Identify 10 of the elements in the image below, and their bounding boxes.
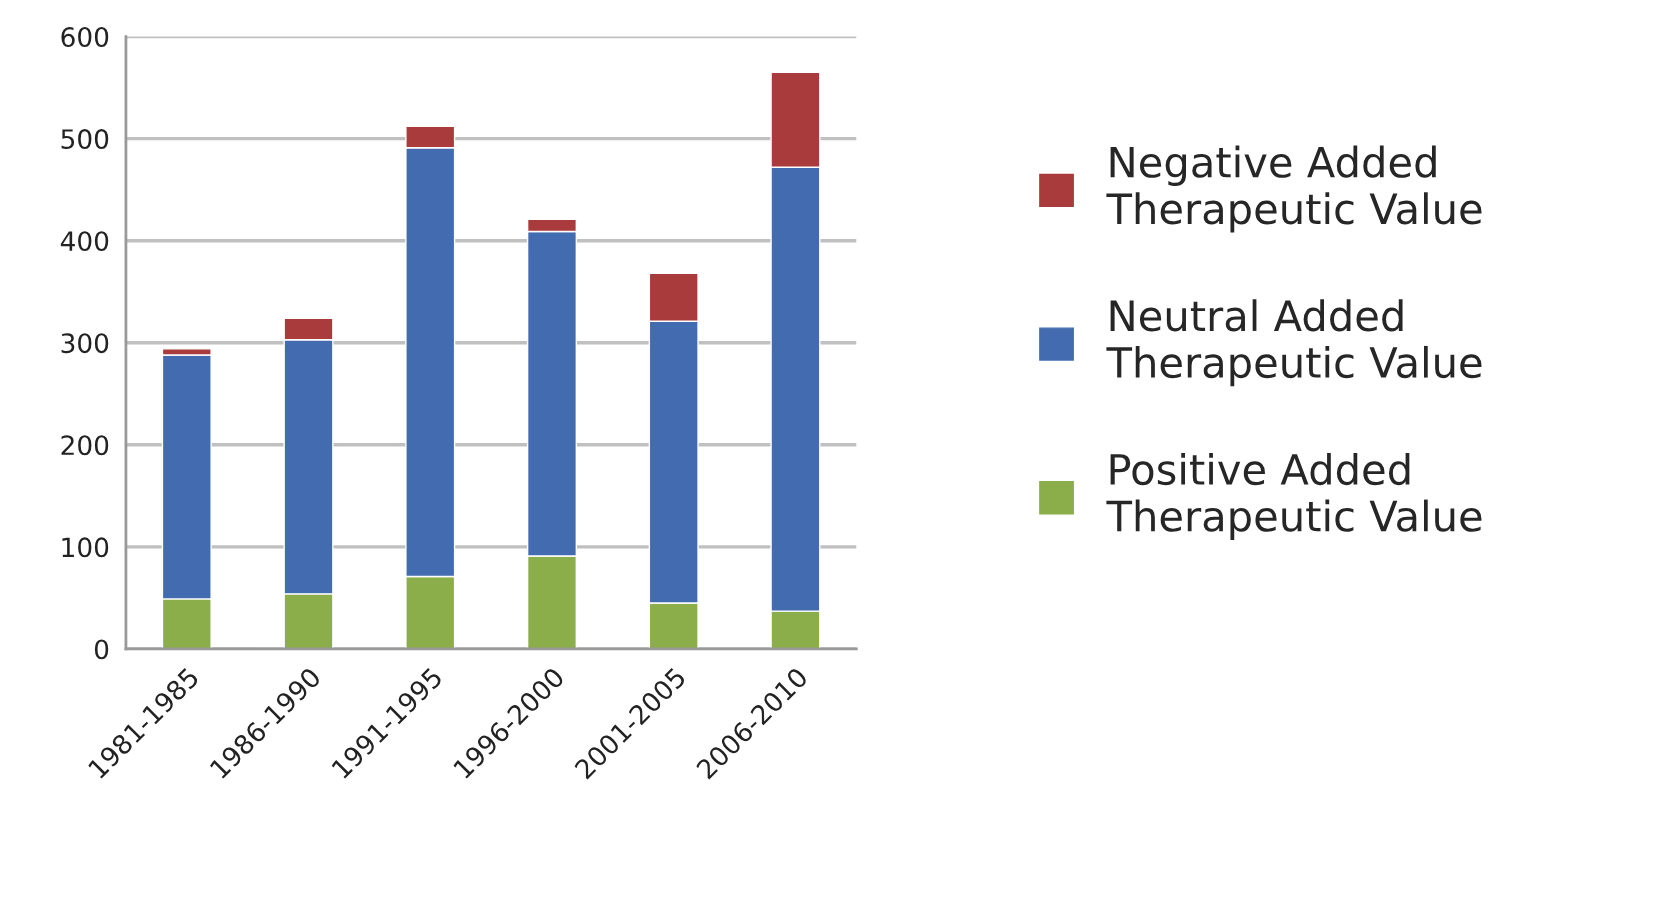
legend-label: Negative Added Therapeutic Value [1106, 145, 1482, 233]
y-tick-label: 0 [94, 639, 109, 660]
y-tick-label: 500 [61, 129, 109, 150]
y-tick-label: 100 [62, 537, 109, 558]
y-tick-label: 600 [61, 27, 109, 47]
y-tick-label: 200 [61, 435, 109, 456]
legend-label: Positive Added Therapeutic Value [1106, 452, 1482, 540]
y-tick-label: 400 [60, 231, 109, 252]
y-tick-label: 300 [61, 333, 109, 354]
legend-label: Neutral Added Therapeutic Value [1106, 299, 1482, 387]
